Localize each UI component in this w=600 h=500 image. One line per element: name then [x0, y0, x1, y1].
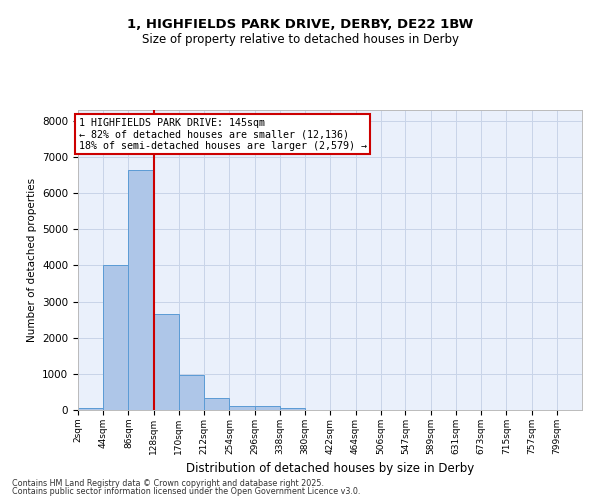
- Bar: [280, 408, 305, 410]
- Bar: [78, 408, 103, 410]
- Y-axis label: Number of detached properties: Number of detached properties: [26, 178, 37, 342]
- Bar: [179, 374, 204, 410]
- Text: Contains public sector information licensed under the Open Government Licence v3: Contains public sector information licen…: [12, 487, 361, 496]
- Text: 1, HIGHFIELDS PARK DRIVE, DERBY, DE22 1BW: 1, HIGHFIELDS PARK DRIVE, DERBY, DE22 1B…: [127, 18, 473, 30]
- Text: Size of property relative to detached houses in Derby: Size of property relative to detached ho…: [142, 32, 458, 46]
- Text: 1 HIGHFIELDS PARK DRIVE: 145sqm
← 82% of detached houses are smaller (12,136)
18: 1 HIGHFIELDS PARK DRIVE: 145sqm ← 82% of…: [79, 118, 367, 150]
- Bar: [103, 264, 128, 410]
- Bar: [154, 314, 179, 410]
- X-axis label: Distribution of detached houses by size in Derby: Distribution of detached houses by size …: [186, 462, 474, 475]
- Bar: [229, 406, 254, 410]
- Bar: [254, 406, 280, 410]
- Bar: [128, 170, 154, 410]
- Bar: [204, 398, 229, 410]
- Text: Contains HM Land Registry data © Crown copyright and database right 2025.: Contains HM Land Registry data © Crown c…: [12, 478, 324, 488]
